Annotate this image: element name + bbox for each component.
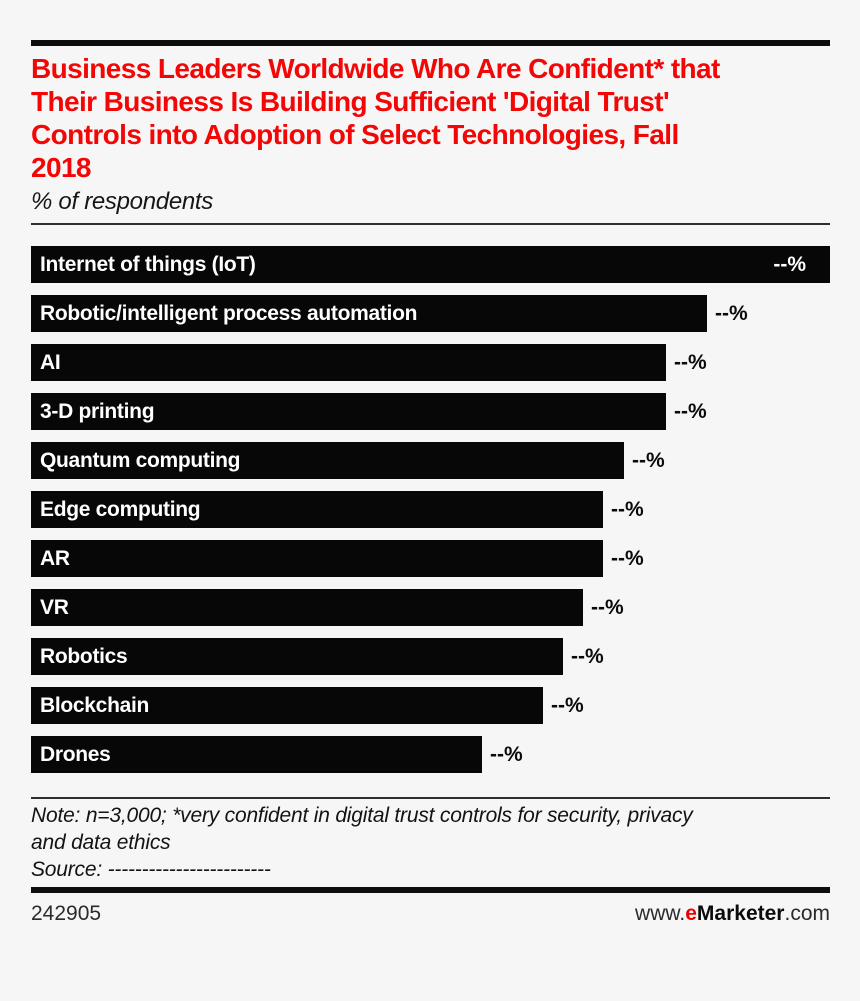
emarketer-logo-name: Marketer	[696, 902, 785, 925]
bar-value: --%	[591, 595, 624, 619]
bar: Quantum computing	[31, 442, 624, 479]
bar-value: --%	[674, 350, 707, 374]
bar-value: --%	[632, 448, 665, 472]
bar-label: Internet of things (IoT)	[40, 252, 256, 276]
emarketer-link[interactable]: www.eMarketer.com	[635, 902, 830, 926]
bar: Edge computing	[31, 491, 603, 528]
bar-label: 3-D printing	[40, 399, 155, 423]
bar-label: VR	[40, 595, 69, 619]
bar: AR	[31, 540, 603, 577]
bar-label: Quantum computing	[40, 448, 241, 472]
bar-label: AR	[40, 546, 70, 570]
bar-row: Edge computing --%	[31, 491, 830, 528]
bar-label: Blockchain	[40, 693, 150, 717]
bar-row: Robotic/intelligent process automation --…	[31, 295, 830, 332]
bar: Robotics	[31, 638, 563, 675]
bar: Blockchain	[31, 687, 543, 724]
chart-title-line: Their Business Is Building Sufficient 'D…	[31, 86, 670, 117]
footer-rule	[31, 887, 830, 893]
bar: Robotic/intelligent process automation	[31, 295, 707, 332]
emarketer-logo-e: e	[685, 902, 697, 925]
chart-id: 242905	[31, 902, 102, 925]
bar-row: Quantum computing --%	[31, 442, 830, 479]
bar-label: Drones	[40, 742, 111, 766]
chart-title-line: Controls into Adoption of Select Technol…	[31, 119, 679, 150]
chart-page: Business Leaders Worldwide Who Are Confi…	[0, 40, 860, 1001]
header-divider	[31, 223, 830, 225]
bar-label: Edge computing	[40, 497, 201, 521]
bar-value: --%	[611, 497, 644, 521]
chart-subtitle: % of respondents	[31, 188, 213, 215]
bar-value: --%	[490, 742, 523, 766]
bar-value: --%	[715, 301, 748, 325]
footnote: Note: n=3,000; *very confident in digita…	[31, 802, 830, 856]
bar-value: --%	[571, 644, 604, 668]
bar-row: Internet of things (IoT) --%	[31, 246, 830, 283]
site-suffix: .com	[784, 902, 830, 925]
bar-label: Robotics	[40, 644, 128, 668]
bar-value: --%	[674, 399, 707, 423]
bar-label: Robotic/intelligent process automation	[40, 301, 418, 325]
bar: Drones	[31, 736, 482, 773]
site-prefix: www.	[635, 902, 686, 925]
footnote-line: and data ethics	[31, 831, 171, 854]
bar-value: --%	[611, 546, 644, 570]
footer: 242905 www.eMarketer.com	[31, 902, 830, 926]
bar-row: Robotics --%	[31, 638, 830, 675]
bar-row: VR --%	[31, 589, 830, 626]
bar-row: Drones --%	[31, 736, 830, 773]
bar: Internet of things (IoT) --%	[31, 246, 830, 283]
bar: 3-D printing	[31, 393, 666, 430]
bar-row: AR --%	[31, 540, 830, 577]
chart-title: Business Leaders Worldwide Who Are Confi…	[31, 52, 830, 184]
bar-value: --%	[551, 693, 584, 717]
bar-row: 3-D printing --%	[31, 393, 830, 430]
bar-row: AI --%	[31, 344, 830, 381]
footnote-line: Note: n=3,000; *very confident in digita…	[31, 804, 693, 827]
bar-label: AI	[40, 350, 61, 374]
chart-title-line: 2018	[31, 152, 91, 183]
chart-bottom-divider	[31, 797, 830, 799]
bar: VR	[31, 589, 583, 626]
source-line: Source: ------------------------	[31, 858, 271, 881]
bar-value: --%	[773, 252, 806, 276]
bar-row: Blockchain --%	[31, 687, 830, 724]
bar-chart: Internet of things (IoT) --% Robotic/intel…	[31, 246, 830, 773]
chart-title-line: Business Leaders Worldwide Who Are Confi…	[31, 53, 720, 84]
bar: AI	[31, 344, 666, 381]
top-rule	[31, 40, 830, 46]
